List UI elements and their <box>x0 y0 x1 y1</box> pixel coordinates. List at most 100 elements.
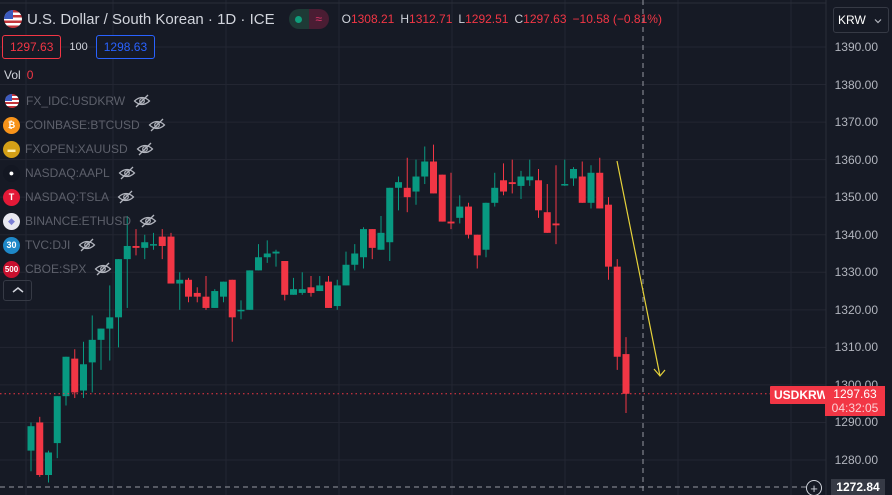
price-axis-label: 1330.00 <box>834 265 878 280</box>
legend-item[interactable]: 500 CBOE:SPX <box>3 257 166 281</box>
price-axis-label: 1390.00 <box>834 40 878 54</box>
candle-body <box>491 187 499 203</box>
candle-body <box>403 187 411 198</box>
candle-body <box>325 281 332 308</box>
ohlc-value: 1308.21 <box>350 12 395 26</box>
candle-body <box>587 172 595 203</box>
price-axis-label: 1320.00 <box>834 302 878 317</box>
eye-hidden-icon[interactable] <box>118 166 136 180</box>
candle-body <box>456 206 464 218</box>
candle-body <box>333 285 341 307</box>
legend-symbol: CBOE:SPX <box>25 262 87 276</box>
candle-body <box>430 161 437 194</box>
legend-item[interactable]: T NASDAQ:TSLA <box>3 185 166 209</box>
symbol-price-tag: USDKRW <box>770 386 832 404</box>
eye-hidden-icon[interactable] <box>94 262 112 276</box>
candle-body <box>27 426 35 451</box>
eye-hidden-icon[interactable] <box>136 142 154 156</box>
eye-hidden-icon[interactable] <box>78 238 96 252</box>
ohlc-key: O <box>341 12 351 26</box>
apple-icon: ● <box>3 164 20 182</box>
currency-selector[interactable]: KRW <box>833 7 889 33</box>
candle-body <box>360 229 367 258</box>
candle-body <box>80 364 87 391</box>
candle-body <box>220 281 227 297</box>
candle-body <box>613 266 621 357</box>
candle-body <box>71 358 79 393</box>
last-price-value: 1297.63 <box>833 387 877 401</box>
market-status-toggle[interactable]: ≈ <box>288 9 329 29</box>
candle-body <box>561 184 569 186</box>
candle-body <box>53 396 61 444</box>
candle-body <box>255 257 262 271</box>
candle-body <box>281 261 289 295</box>
ethereum-icon: ◆ <box>3 212 20 230</box>
price-axis-label: 1280.00 <box>834 452 878 467</box>
candle-body <box>202 296 210 308</box>
spread-value: 100 <box>69 41 88 53</box>
eye-hidden-icon[interactable] <box>148 118 166 132</box>
candle-body <box>88 339 96 363</box>
candle-body <box>246 270 254 310</box>
ohlc-key: H <box>400 12 410 26</box>
candle-body <box>45 452 52 476</box>
eye-hidden-icon[interactable] <box>133 94 151 108</box>
ohlc-item: O1308.21 <box>342 12 395 26</box>
candle-body <box>535 180 542 211</box>
candle-body <box>316 285 324 292</box>
eye-hidden-icon[interactable] <box>117 190 135 204</box>
price-change: −10.58 (−0.81%) <box>572 12 662 26</box>
currency-value: KRW <box>838 13 866 27</box>
candle-body <box>272 251 280 254</box>
legend-symbol: FXOPEN:XAUUSD <box>25 142 128 156</box>
chevron-up-icon <box>12 285 24 297</box>
candle-body <box>596 172 604 209</box>
candle-body <box>351 253 359 265</box>
candle-body <box>115 259 122 318</box>
candle-body <box>605 204 612 267</box>
candle-body <box>421 161 429 177</box>
candle-body <box>552 223 560 226</box>
legend-item[interactable]: ● NASDAQ:AAPL <box>3 161 166 185</box>
candle-body <box>36 422 44 476</box>
price-axis-label: 1380.00 <box>834 77 878 92</box>
symbol-title[interactable]: U.S. Dollar / South Korean · 1D · ICE <box>27 10 275 28</box>
candle-body <box>386 187 394 243</box>
candle-body <box>342 264 350 286</box>
crosshair-price-label: 1272.84 <box>831 479 885 495</box>
volume-legend[interactable]: Vol 0 <box>4 68 33 82</box>
eye-hidden-icon[interactable] <box>139 214 157 228</box>
plus-icon: + <box>810 480 818 495</box>
candle-body <box>412 176 420 192</box>
legend-item[interactable]: FX_IDC:USDKRW <box>3 89 166 113</box>
candle-body <box>158 236 166 246</box>
gold-icon: ▬ <box>3 140 20 158</box>
trend-arrow <box>616 160 661 377</box>
candle-body <box>193 292 201 297</box>
sell-button[interactable]: 1297.63 <box>2 35 62 59</box>
legend-item[interactable]: ◆ BINANCE:ETHUSD <box>3 209 166 233</box>
legend-item[interactable]: 30 TVC:DJI <box>3 233 166 257</box>
buy-button[interactable]: 1298.63 <box>95 35 156 59</box>
price-axis-label: 1370.00 <box>834 115 878 130</box>
ohlc-values: O1308.21 H1312.71 L1292.51 C1297.63 −10.58 (… <box>342 12 662 26</box>
candle-body <box>132 245 140 248</box>
collapse-legend-button[interactable] <box>3 280 32 301</box>
ohlc-item: H1312.71 <box>400 12 452 26</box>
candle-body <box>482 202 490 250</box>
price-axis-label: 1310.00 <box>834 340 878 355</box>
legend-item[interactable]: ▬ FXOPEN:XAUUSD <box>3 137 166 161</box>
legend-item[interactable]: ₿ COINBASE:BTCUSD <box>3 113 166 137</box>
ohlc-value: 1292.51 <box>465 12 509 26</box>
tesla-icon: T <box>3 188 20 206</box>
candle-body <box>465 206 472 235</box>
candle-body <box>570 169 577 179</box>
spx-icon: 500 <box>3 260 20 278</box>
candle-body <box>438 174 446 222</box>
legend-symbol: NASDAQ:AAPL <box>25 166 110 180</box>
price-axis-label: 1290.00 <box>834 415 878 430</box>
add-plus-button[interactable]: + <box>806 480 822 495</box>
ohlc-item: L1292.51 <box>458 12 508 26</box>
legend-symbol: BINANCE:ETHUSD <box>25 214 132 228</box>
